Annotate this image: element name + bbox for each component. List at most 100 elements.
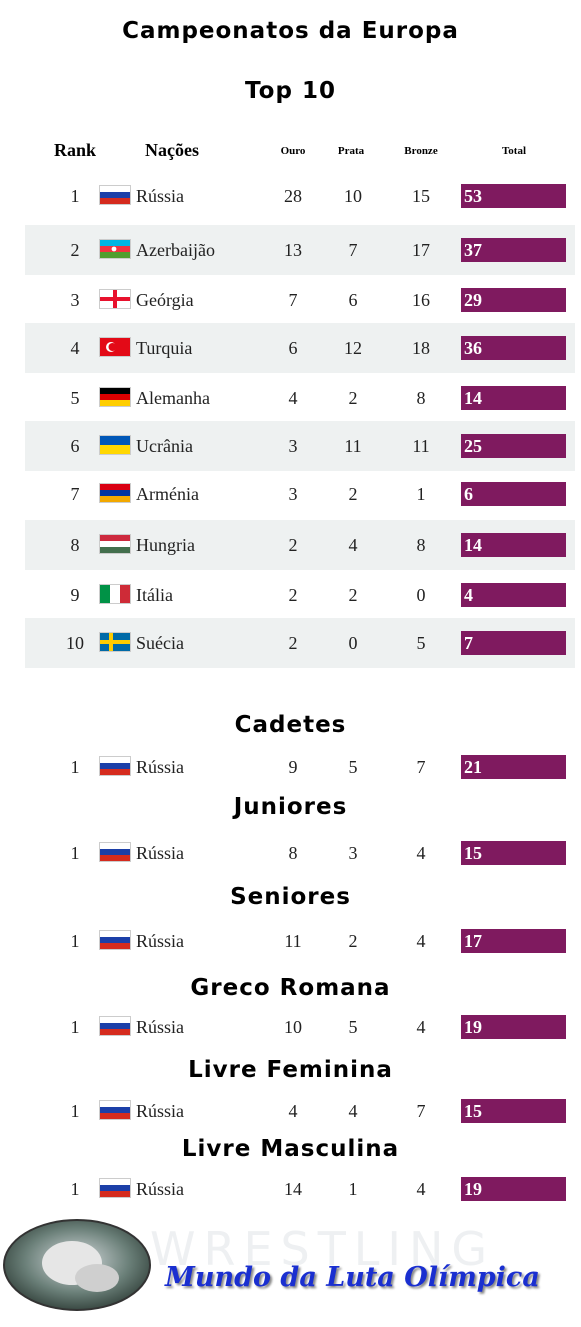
nation: Geórgia: [136, 290, 194, 310]
silver: 4: [348, 535, 358, 555]
bronze: 4: [416, 1179, 426, 1199]
nation: Rússia: [136, 931, 185, 951]
bronze: 7: [416, 1101, 426, 1121]
flag: [99, 435, 131, 460]
silver: 5: [348, 1017, 358, 1037]
total: 14: [461, 533, 566, 557]
header: Rank: [53, 140, 97, 160]
silver: 6: [348, 290, 358, 310]
gold: 28: [284, 186, 302, 206]
total: 6: [461, 482, 566, 506]
header: Total: [501, 145, 527, 157]
bronze: 16: [412, 290, 430, 310]
total: 17: [461, 929, 566, 953]
flag: [99, 337, 131, 362]
silver: 2: [348, 484, 358, 504]
nation: Itália: [136, 585, 173, 605]
section-title: Cadetes: [234, 712, 347, 738]
section-title: Livre Masculina: [181, 1136, 400, 1162]
nation: Hungria: [136, 535, 195, 555]
total: 53: [461, 184, 566, 208]
section-title: Juniores: [233, 794, 348, 820]
nation: Rússia: [136, 186, 185, 206]
silver: 12: [344, 338, 362, 358]
rank: 1: [70, 1101, 80, 1121]
nation: Suécia: [136, 633, 184, 653]
total: 19: [461, 1015, 566, 1039]
flag: [99, 930, 131, 955]
bronze: 11: [412, 436, 430, 456]
title: Campeonatos da Europa: [122, 18, 459, 44]
bronze: 4: [416, 843, 426, 863]
gold: 7: [288, 290, 298, 310]
bronze: 1: [416, 484, 426, 504]
section-title: Greco Romana: [190, 975, 391, 1001]
watermark: WRESTLING: [150, 1222, 496, 1276]
header: Prata: [337, 145, 365, 157]
nation: Rússia: [136, 1101, 185, 1121]
rank: 1: [70, 843, 80, 863]
gold: 11: [284, 931, 302, 951]
total: 37: [461, 238, 566, 262]
rank: 1: [70, 931, 80, 951]
nation: Ucrânia: [136, 436, 193, 456]
silver: 2: [348, 585, 358, 605]
total: 25: [461, 434, 566, 458]
silver: 1: [348, 1179, 358, 1199]
section-title: Livre Feminina: [188, 1057, 393, 1083]
bronze: 18: [412, 338, 430, 358]
brand: Mundo da Luta Olímpica: [165, 1262, 540, 1293]
rank: 9: [70, 585, 80, 605]
silver: 10: [344, 186, 362, 206]
section-title: Seniores: [230, 884, 351, 910]
rank: 6: [70, 436, 80, 456]
rank: 8: [70, 535, 80, 555]
nation: Rússia: [136, 757, 185, 777]
gold: 3: [288, 484, 298, 504]
header: Nações: [145, 140, 199, 160]
total: 21: [461, 755, 566, 779]
rank: 3: [70, 290, 80, 310]
total: 14: [461, 386, 566, 410]
silver: 0: [348, 633, 358, 653]
rank: 10: [66, 633, 84, 653]
total: 19: [461, 1177, 566, 1201]
gold: 14: [284, 1179, 302, 1199]
silver: 2: [348, 931, 358, 951]
bronze: 4: [416, 931, 426, 951]
gold: 4: [288, 388, 298, 408]
flag: [99, 756, 131, 781]
total: 15: [461, 1099, 566, 1123]
gold: 10: [284, 1017, 302, 1037]
rank: 5: [70, 388, 80, 408]
bronze: 15: [412, 186, 430, 206]
gold: 4: [288, 1101, 298, 1121]
gold: 3: [288, 436, 298, 456]
nation: Rússia: [136, 843, 185, 863]
nation: Arménia: [136, 484, 199, 504]
silver: 7: [348, 240, 358, 260]
gold: 2: [288, 585, 298, 605]
subtitle: Top 10: [245, 78, 336, 104]
total: 29: [461, 288, 566, 312]
gold: 2: [288, 535, 298, 555]
gold: 2: [288, 633, 298, 653]
rank: 4: [70, 338, 80, 358]
gold: 6: [288, 338, 298, 358]
bronze: 17: [412, 240, 430, 260]
bronze: 8: [416, 388, 426, 408]
header: Ouro: [280, 145, 306, 157]
gold: 8: [288, 843, 298, 863]
silver: 11: [344, 436, 362, 456]
total: 36: [461, 336, 566, 360]
flag: [99, 239, 131, 264]
total: 4: [461, 583, 566, 607]
flag: [99, 1016, 131, 1041]
rank: 1: [70, 1017, 80, 1037]
rank: 7: [70, 484, 80, 504]
rank: 2: [70, 240, 80, 260]
nation: Rússia: [136, 1179, 185, 1199]
flag: [99, 1100, 131, 1125]
silver: 5: [348, 757, 358, 777]
